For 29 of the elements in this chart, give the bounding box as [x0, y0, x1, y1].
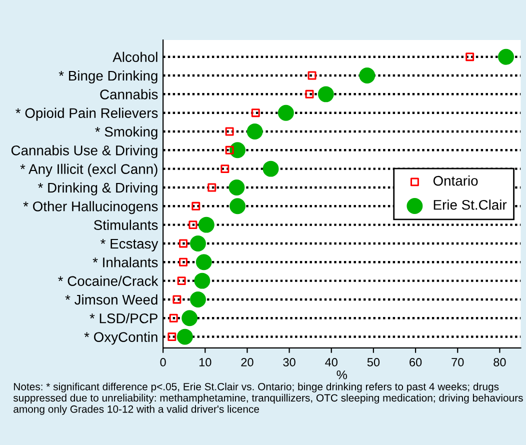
x-tick-label: 0 — [160, 358, 166, 366]
y-tick-label: Cannabis — [100, 89, 158, 100]
y-tick-label: * Binge Drinking — [58, 70, 158, 84]
x-tick-label: 10 — [199, 358, 212, 366]
y-tick-label: * Ecstasy — [100, 238, 158, 252]
x-tick-label: 50 — [367, 358, 380, 366]
x-tick-label: 20 — [241, 358, 254, 366]
y-tick-label: * LSD/PCP — [90, 313, 158, 324]
y-tick-label: Cannabis Use & Driving — [11, 145, 158, 158]
x-tick-label: 40 — [325, 358, 338, 366]
text: Notes: * significant difference p<.05, Erie St.Clair vs. Ontario; binge drinking refers to past 4 weeks; drugs suppressed due to unreliability: methamphetamine, tranquillizers, OTC sleeping medication; driving behaviours among only Grades 10-12 with a valid driver's licence — [13, 382, 523, 415]
x-tick-label: 60 — [410, 358, 422, 366]
y-tick-label: * Cocaine/Crack — [58, 276, 158, 286]
y-tick-label: * Opioid Pain Relievers — [16, 108, 158, 121]
y-tick-label: * Any Illicit (excl Cann) — [20, 164, 158, 177]
y-tick-label: * Inhalants — [92, 257, 158, 268]
y-tick-label: * Jimson Weed — [65, 294, 158, 305]
x-tick-label: 70 — [452, 358, 464, 366]
legend-label: Erie St.Clair — [434, 200, 507, 210]
y-tick-label: * Drinking & Driving — [38, 182, 158, 196]
y-tick-label: Alcohol — [112, 52, 158, 62]
y-tick-label: * OxyContin — [84, 332, 158, 345]
y-tick-label: * Smoking — [95, 126, 158, 140]
x-tick-label: 30 — [283, 358, 296, 366]
x-tick-label: 80 — [494, 358, 506, 366]
y-tick-label: * Other Hallucinogens — [23, 201, 158, 214]
y-tick-label: Stimulants — [94, 220, 158, 230]
legend-label: Ontario — [433, 176, 478, 186]
x-axis-title: % — [336, 370, 348, 380]
